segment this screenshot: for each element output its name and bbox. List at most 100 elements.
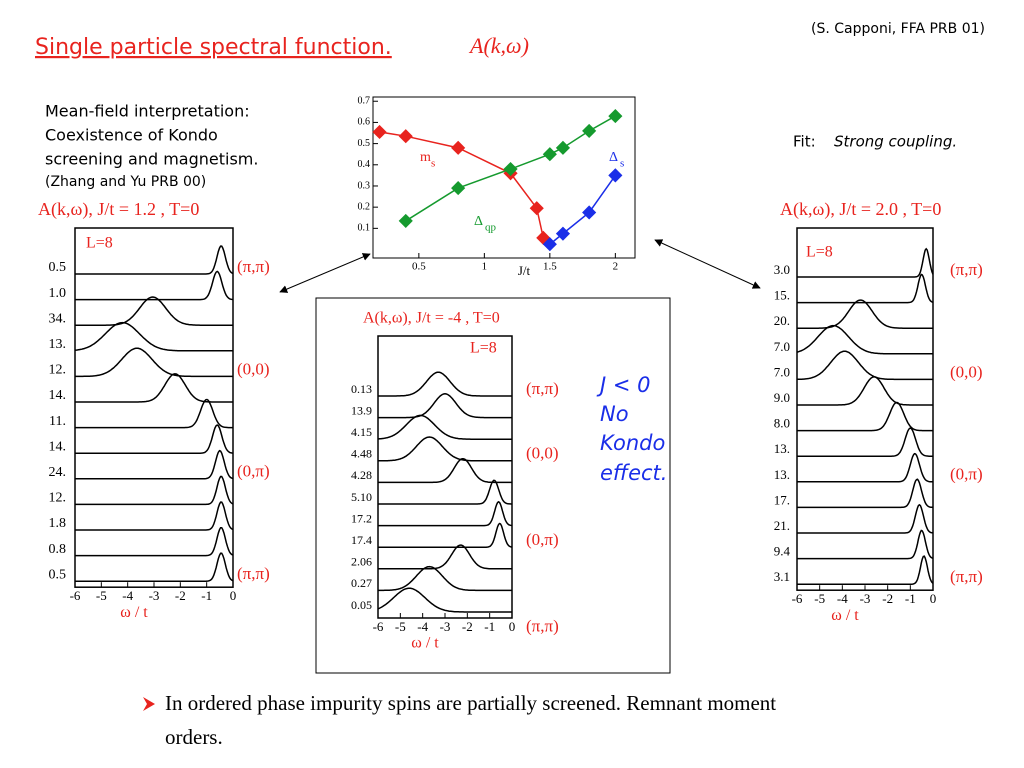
y-tick-label: 0.7 (358, 96, 371, 107)
j-line: Kondo (600, 431, 665, 455)
k-label: (0,0) (237, 359, 270, 378)
x-axis-label: J/t (518, 263, 531, 278)
x-tick-label: -6 (70, 588, 81, 603)
k-label: (π,π) (526, 617, 559, 636)
spectral-curve (75, 552, 234, 582)
note-line: Coexistence of Kondo (45, 126, 218, 145)
row-scale: 0.13 (351, 382, 372, 396)
x-tick-label: -1 (484, 619, 495, 634)
k-label: (π,π) (237, 257, 270, 276)
k-label: (0,π) (526, 530, 559, 549)
bullet-icon (143, 697, 155, 711)
marker (398, 213, 413, 228)
j-line: No (600, 402, 629, 426)
note-ref: (Zhang and Yu PRB 00) (45, 174, 206, 190)
row-scale: 9.0 (774, 390, 790, 405)
x-tick-label: 0 (230, 588, 237, 603)
series-label: Δ (609, 150, 618, 165)
marker (451, 181, 466, 196)
row-scale: 0.05 (351, 598, 372, 612)
x-tick-label: 2 (613, 261, 619, 273)
left-note: Mean-field interpretation: Coexistence o… (45, 102, 258, 191)
y-tick-label: 0.6 (358, 117, 371, 128)
x-tick-label: -3 (860, 591, 871, 606)
row-scale: 1.8 (49, 516, 67, 531)
marker (542, 147, 557, 162)
row-scale: 2.06 (351, 555, 372, 569)
x-tick-label: 1.5 (543, 261, 557, 273)
bullet-line: orders. (165, 725, 223, 749)
series-label-sub: s (431, 158, 435, 170)
row-scale: 0.5 (49, 567, 67, 582)
y-tick-label: 0.4 (358, 159, 371, 170)
marker (608, 168, 623, 183)
spectral-curve (75, 398, 233, 429)
x-tick-label: -6 (373, 619, 384, 634)
marker (398, 129, 413, 144)
arrow (654, 239, 761, 289)
row-scale: 4.48 (351, 447, 372, 461)
x-tick-label: 0.5 (412, 261, 426, 273)
row-scale: 13. (49, 337, 67, 352)
row-scale: 0.27 (351, 576, 372, 590)
x-tick-label: 0 (509, 619, 516, 634)
row-scale: 12. (49, 491, 67, 506)
spectral-curve (75, 245, 234, 275)
spectral-curve (797, 529, 934, 560)
x-axis-label: ω / t (831, 607, 859, 624)
panel-frame (796, 227, 934, 591)
spectral-curve (378, 565, 512, 592)
spectral-curve (377, 587, 512, 613)
row-scale: 21. (774, 518, 790, 533)
row-scale: 13. (774, 441, 790, 456)
row-scale: 12. (49, 363, 67, 378)
x-tick-label: -3 (149, 588, 160, 603)
marker (555, 226, 571, 241)
spectral-curve (797, 273, 934, 304)
series-label-sub: s (620, 158, 624, 170)
k-label: (π,π) (950, 260, 983, 279)
spectral-curve (378, 436, 512, 462)
x-tick-label: -1 (201, 588, 212, 603)
spectral-curve (797, 350, 933, 381)
k-label: (π,π) (237, 564, 270, 583)
panel-title: A(k,ω), J/t = -4 , T=0 (363, 310, 500, 327)
row-scale: 11. (49, 414, 66, 429)
spectral-curve (75, 526, 234, 557)
x-tick-label: -4 (837, 591, 848, 606)
x-tick-label: -1 (905, 591, 916, 606)
k-label: (0,0) (950, 362, 983, 381)
y-tick-label: 0.3 (358, 180, 371, 191)
x-tick-label: -5 (395, 619, 406, 634)
title: Single particle spectral function. (35, 35, 392, 60)
series-label: Δ (474, 214, 483, 229)
k-label: (π,π) (526, 379, 559, 398)
spectral-curve (378, 393, 512, 419)
k-label: (0,0) (526, 444, 559, 463)
spectral-curve (378, 457, 512, 484)
spectral-curve (797, 555, 934, 585)
row-scale: 20. (774, 313, 790, 328)
y-tick-label: 0.1 (358, 223, 371, 234)
row-scale: 13.9 (351, 403, 372, 417)
x-tick-label: -5 (96, 588, 107, 603)
row-scale: 17.4 (351, 533, 372, 547)
row-scale: 3.1 (774, 569, 790, 584)
k-label: (0,π) (950, 465, 983, 484)
panel-title: A(k,ω), J/t = 2.0 , T=0 (780, 199, 941, 220)
spectral-curve (796, 324, 933, 355)
spectral-curve (797, 427, 933, 457)
x-axis-label: ω / t (411, 635, 439, 652)
x-tick-label: -3 (440, 619, 451, 634)
spectral-curve (797, 478, 934, 509)
fit-label: Fit: (793, 133, 816, 151)
bullet-line: In ordered phase impurity spins are part… (165, 691, 776, 715)
spectral-curve (378, 371, 512, 397)
panel-frame (377, 335, 513, 619)
marker (582, 205, 597, 220)
panel-size: L=8 (806, 244, 833, 261)
row-scale: 34. (49, 311, 67, 326)
row-scale: 15. (774, 288, 790, 303)
marker (542, 237, 557, 252)
y-tick-label: 0.5 (358, 138, 371, 149)
